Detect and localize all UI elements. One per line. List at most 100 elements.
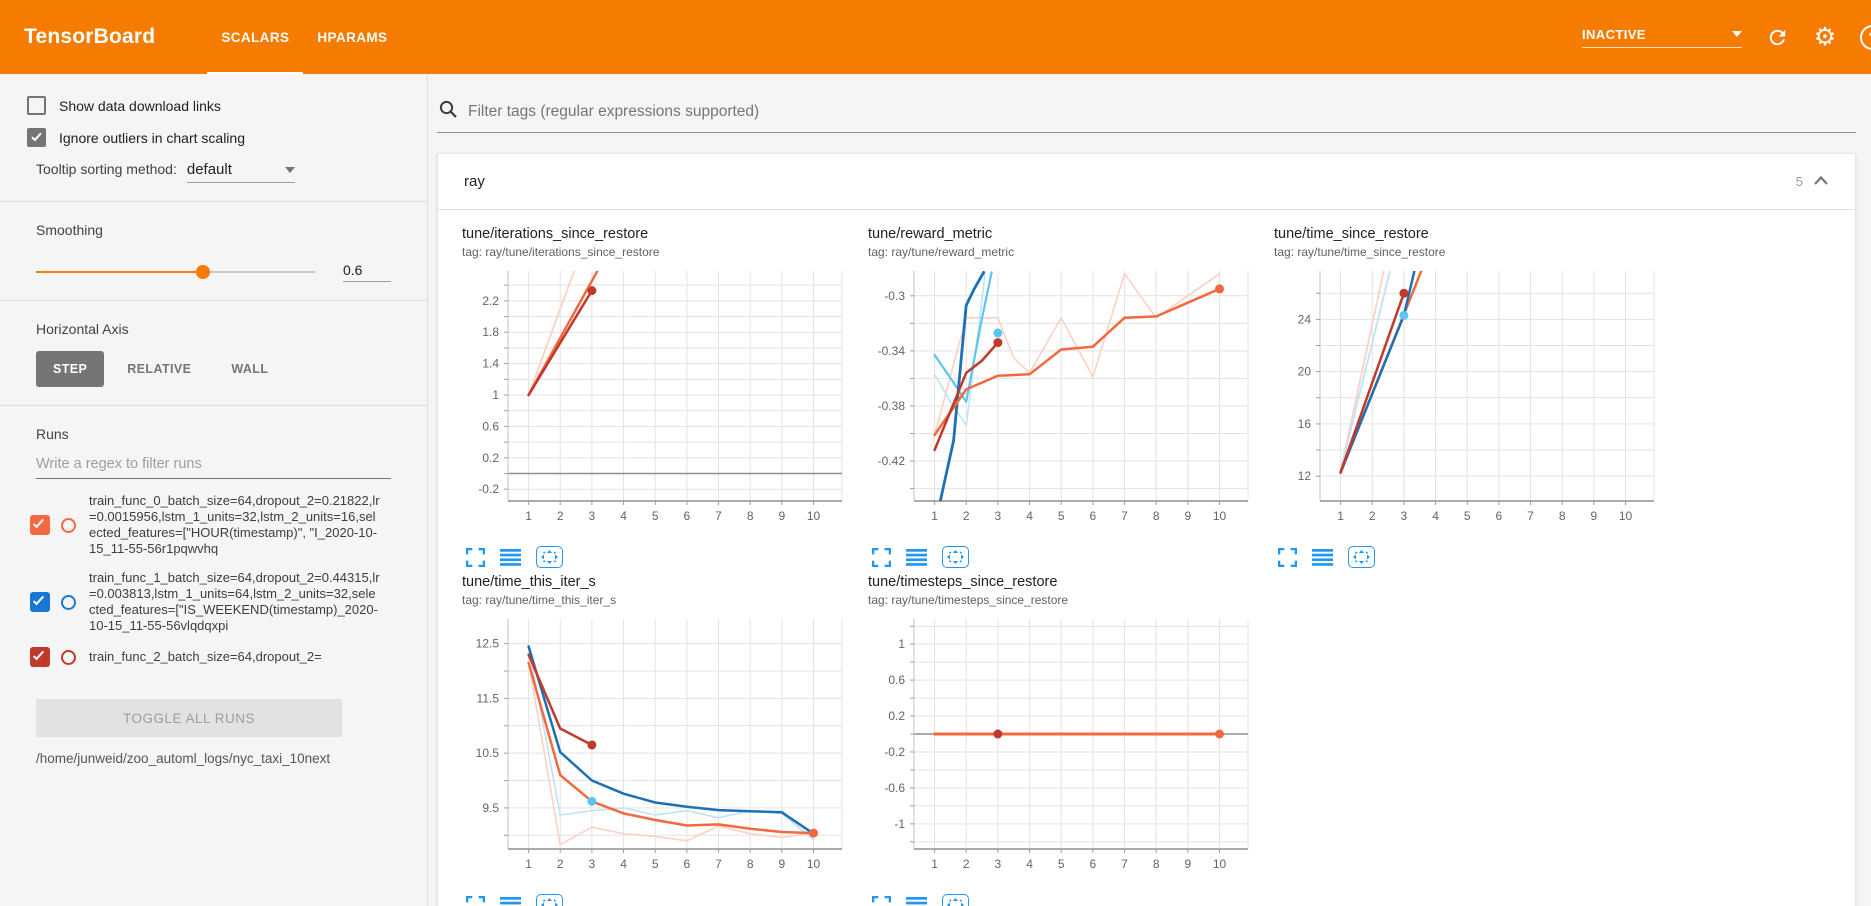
line-chart[interactable]: 1 2 3 4 5 6 7 8 9 10 1 0.6 0.2 -0.2 -0.6 -1 [864, 613, 1256, 885]
fit-domain-icon[interactable] [536, 546, 563, 568]
axis-relative-button[interactable]: RELATIVE [110, 351, 208, 387]
help-icon[interactable]: ? [1860, 24, 1871, 50]
line-chart[interactable]: 1 2 3 4 5 6 7 8 9 10 12.5 11.5 10.5 9.5 [458, 613, 850, 885]
fit-domain-icon[interactable] [536, 894, 563, 906]
divider [0, 300, 427, 301]
run-name: train_func_0_batch_size=64,dropout_2=0.2… [89, 493, 380, 556]
expand-chart-icon[interactable] [872, 895, 891, 906]
chart-plot[interactable]: 1 2 3 4 5 6 7 8 9 10 24 20 16 12 [1270, 265, 1676, 542]
fit-domain-icon[interactable] [942, 894, 969, 906]
run-color-swatch[interactable] [61, 517, 76, 533]
show-download-links-label: Show data download links [59, 97, 221, 114]
run-row: train_func_2_batch_size=64,dropout_2= [30, 647, 409, 667]
line-chart[interactable]: 1 2 3 4 5 6 7 8 9 10 -0.3 -0.34 -0.38 -0.42 [864, 265, 1256, 537]
divider [0, 405, 427, 406]
tooltip-sorting-value: default [186, 161, 232, 178]
toggle-all-runs-button[interactable]: TOGGLE ALL RUNS [36, 699, 342, 737]
run-line [527, 661, 815, 846]
axis-step-button[interactable]: STEP [36, 351, 105, 387]
ray-section-header[interactable]: ray 5 [438, 154, 1855, 210]
slider-knob[interactable] [196, 265, 211, 279]
final-value-dot [1215, 729, 1225, 739]
x-tick-label: 1 [525, 857, 532, 871]
line-chart[interactable]: 1 2 3 4 5 6 7 8 9 10 2.2 1.8 1.4 1 0.6 0.2 -0.2 [458, 265, 850, 537]
log-directory-path: /home/junweid/zoo_automl_logs/nyc_taxi_1… [36, 751, 331, 766]
y-tick-label: 20 [1298, 365, 1312, 379]
chart-tag: tag: ray/tune/time_this_iter_s [462, 593, 617, 607]
run-checkbox[interactable] [30, 515, 50, 535]
ignore-outliers-row: Ignore outliers in chart scaling [0, 128, 427, 147]
run-line [933, 341, 1000, 452]
y-tick-label: 0.2 [888, 709, 905, 723]
chart-card: tune/timesteps_since_restore tag: ray/tu… [864, 574, 1270, 906]
horizontal-axis-label: Horizontal Axis [36, 321, 129, 337]
x-tick-label: 6 [1496, 509, 1503, 523]
runs-menu-icon[interactable] [906, 548, 927, 566]
axis-wall-button[interactable]: WALL [214, 351, 285, 387]
fit-domain-icon[interactable] [1348, 546, 1375, 568]
fit-domain-icon[interactable] [942, 546, 969, 568]
final-value-dot [587, 796, 597, 806]
runs-menu-icon[interactable] [500, 548, 521, 566]
expand-chart-icon[interactable] [466, 547, 485, 567]
run-line [938, 271, 985, 501]
x-tick-label: 6 [1090, 857, 1097, 871]
chart-plot[interactable]: 1 2 3 4 5 6 7 8 9 10 12.5 11.5 10.5 9.5 [458, 613, 864, 890]
runs-menu-icon[interactable] [1312, 548, 1333, 566]
tab-scalars[interactable]: SCALARS [207, 0, 303, 74]
expand-chart-icon[interactable] [872, 547, 891, 567]
status-dropdown[interactable]: INACTIVE [1582, 27, 1742, 48]
run-checkbox[interactable] [30, 592, 50, 612]
y-tick-label: 10.5 [476, 746, 500, 760]
x-tick-label: 10 [1619, 509, 1633, 523]
runs-filter-input[interactable] [36, 450, 391, 479]
ignore-outliers-checkbox[interactable] [27, 128, 46, 147]
run-color-swatch[interactable] [61, 649, 76, 665]
expand-chart-icon[interactable] [466, 895, 485, 906]
run-line [527, 661, 815, 835]
run-color-swatch[interactable] [61, 594, 76, 610]
chart-plot[interactable]: 1 2 3 4 5 6 7 8 9 10 -0.3 -0.34 -0.38 -0.42 [864, 265, 1270, 542]
chart-card: tune/iterations_since_restore tag: ray/t… [458, 226, 864, 568]
chart-plot[interactable]: 1 2 3 4 5 6 7 8 9 10 1 0.6 0.2 -0.2 -0.6 -1 [864, 613, 1270, 890]
gear-icon[interactable]: ⚙ [1813, 22, 1837, 51]
x-tick-label: 1 [1337, 509, 1344, 523]
y-tick-label: 9.5 [482, 801, 499, 815]
run-line [933, 287, 1221, 437]
refresh-icon[interactable] [1764, 24, 1790, 50]
tag-filter-input[interactable] [468, 103, 1856, 121]
runs-list: train_func_0_batch_size=64,dropout_2=0.2… [0, 493, 427, 697]
content-layout: Show data download links Ignore outliers… [0, 74, 1871, 906]
x-tick-label: 1 [931, 509, 938, 523]
x-tick-label: 2 [963, 509, 970, 523]
ray-section-card: ray 5 tune/iterations_since_restore tag:… [437, 153, 1856, 906]
chevron-up-icon[interactable] [1813, 173, 1829, 191]
tab-hparams[interactable]: HPARAMS [317, 29, 388, 45]
final-value-dot [587, 286, 597, 296]
x-tick-label: 7 [1121, 509, 1128, 523]
run-line [933, 271, 986, 427]
x-tick-label: 7 [1121, 857, 1128, 871]
expand-chart-icon[interactable] [1278, 547, 1297, 567]
x-tick-label: 5 [1058, 509, 1065, 523]
x-tick-label: 3 [589, 857, 596, 871]
chart-plot[interactable]: 1 2 3 4 5 6 7 8 9 10 2.2 1.8 1.4 1 0.6 0.2 -0.2 [458, 265, 864, 542]
tooltip-sorting-dropdown[interactable]: default [186, 161, 295, 183]
x-tick-label: 3 [995, 509, 1002, 523]
x-tick-label: 6 [1090, 509, 1097, 523]
y-tick-label: 11.5 [477, 691, 500, 705]
x-tick-label: 5 [652, 857, 659, 871]
check-icon [32, 593, 45, 606]
runs-menu-icon[interactable] [906, 896, 927, 906]
smoothing-slider[interactable] [36, 265, 315, 279]
runs-menu-icon[interactable] [500, 896, 521, 906]
smoothing-value-input[interactable] [343, 262, 391, 282]
run-name: train_func_2_batch_size=64,dropout_2= [89, 649, 322, 664]
x-tick-label: 4 [620, 857, 627, 871]
chart-actions [458, 542, 864, 568]
x-tick-label: 9 [1185, 857, 1192, 871]
show-download-links-checkbox[interactable] [27, 96, 46, 115]
ignore-outliers-label: Ignore outliers in chart scaling [59, 129, 245, 146]
run-checkbox[interactable] [30, 647, 50, 667]
